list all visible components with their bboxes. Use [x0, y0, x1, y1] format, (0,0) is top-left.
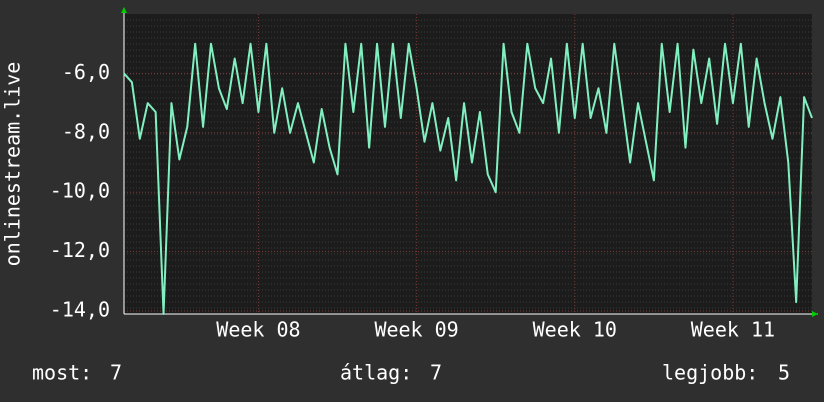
y-axis-title: onlinestream.live — [1, 62, 25, 267]
x-tick-label: Week 09 — [374, 318, 458, 342]
stat-value: 7 — [430, 361, 442, 385]
x-tick-label: Week 11 — [691, 318, 775, 342]
y-tick-label: -12,0 — [50, 238, 110, 262]
stat-value: 5 — [778, 361, 790, 385]
data-line — [123, 42, 813, 315]
x-tick-label: Week 10 — [533, 318, 617, 342]
y-tick-label: -8,0 — [62, 119, 110, 143]
y-axis-arrow — [121, 7, 127, 13]
stat-label: átlag: — [340, 361, 412, 385]
x-tick-label: Week 08 — [216, 318, 300, 342]
y-tick-label: -6,0 — [62, 60, 110, 84]
x-axis-arrow — [812, 311, 818, 317]
stat-label: legjobb: — [662, 361, 758, 385]
stat-value: 7 — [110, 361, 122, 385]
stat-label: most: — [32, 361, 92, 385]
y-tick-label: -14,0 — [50, 298, 110, 322]
y-tick-label: -10,0 — [50, 179, 110, 203]
